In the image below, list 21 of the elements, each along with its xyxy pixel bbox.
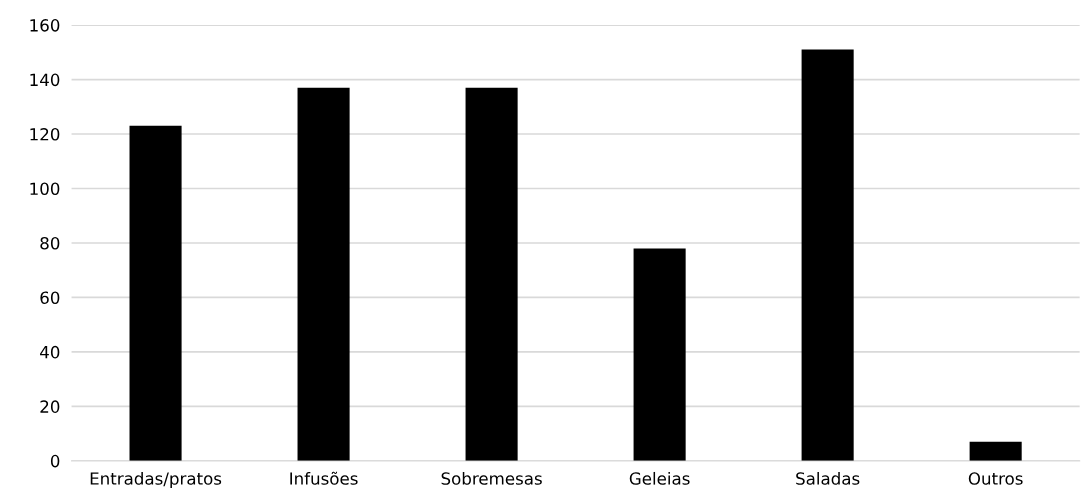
y-tick-label: 80 [40, 236, 60, 250]
y-tick-label: 140 [30, 73, 60, 87]
bar [465, 87, 518, 461]
x-tick-label: Saladas [796, 471, 860, 485]
x-tick-label: Infusões [290, 471, 358, 485]
y-tick-label: 20 [40, 400, 60, 413]
x-tick-label: Outros [968, 472, 1023, 485]
bar [633, 248, 686, 461]
bar [297, 87, 350, 461]
x-tick-label: Sobremesas [441, 471, 542, 485]
bar [969, 441, 1022, 461]
x-tick-label: Entradas/pratos [90, 471, 222, 489]
x-tick-label: Geleias [629, 471, 690, 485]
y-tick-label: 0 [50, 454, 60, 468]
y-tick-label: 160 [30, 19, 60, 32]
y-tick-label: 60 [40, 291, 60, 304]
y-tick-label: 120 [30, 128, 60, 141]
bar [129, 125, 182, 461]
bar [801, 49, 854, 461]
y-tick-label: 100 [30, 182, 60, 196]
y-tick-label: 40 [40, 345, 60, 359]
